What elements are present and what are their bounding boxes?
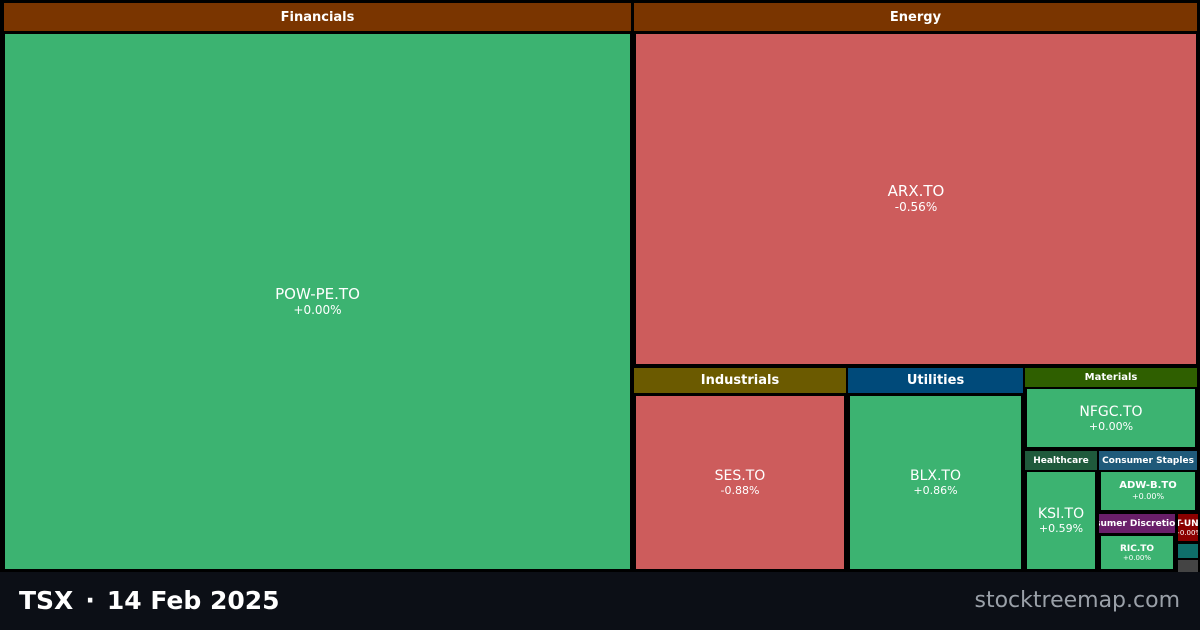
stock-tile-nfgc-to[interactable]: NFGC.TO +0.00% [1027, 389, 1195, 447]
stock-change: +0.86% [913, 484, 958, 497]
stock-symbol: BLX.TO [909, 468, 962, 484]
stock-tile-blx-to[interactable]: BLX.TO +0.86% [850, 396, 1021, 569]
date-label: 14 Feb 2025 [106, 586, 280, 615]
stock-tile-pow-pe-to[interactable]: POW-PE.TO +0.00% [5, 34, 630, 569]
stock-symbol: KSI.TO [1037, 506, 1085, 522]
sector-header-utilities: Utilities [848, 368, 1023, 393]
stock-symbol: NFGC.TO [1079, 403, 1143, 420]
sector-header-materials: Materials [1025, 368, 1197, 387]
stock-symbol: POW-PE.TO [275, 284, 360, 303]
separator-dot: · [85, 586, 95, 615]
stock-change: +0.00% [1088, 419, 1134, 433]
stock-change: +0.00% [1131, 492, 1165, 501]
stock-change: +0.00% [1122, 553, 1152, 562]
stock-tile-ses-to[interactable]: SES.TO -0.88% [636, 396, 844, 569]
stock-change: -0.88% [720, 484, 760, 497]
stock-change: +0.59% [1038, 522, 1084, 535]
stock-change: -0.56% [894, 200, 938, 214]
stock-tile-hot-un-to[interactable]: HOT-UN.TO+0.00% [1178, 514, 1198, 541]
sector-header-financials: Financials [4, 3, 631, 31]
stock-symbol: RIC.TO [1119, 543, 1155, 554]
stock-symbol: HOT-UN.TO [1178, 518, 1198, 529]
stock-symbol: ADW-B.TO [1119, 480, 1177, 491]
stock-tile-arx-to[interactable]: ARX.TO -0.56% [636, 34, 1196, 364]
sector-header-healthcare: Healthcare [1025, 451, 1097, 470]
stock-tile-ksi-to[interactable]: KSI.TO +0.59% [1027, 472, 1095, 569]
treemap: Financials POW-PE.TO +0.00% Energy ARX.TO -0.… [4, 3, 1198, 573]
stock-symbol: SES.TO [714, 468, 766, 484]
stock-change: +0.00% [1178, 528, 1198, 537]
footer-title: TSX · 14 Feb 2025 [19, 586, 280, 615]
sector-header-consumer-discretionary: Consumer Discretionary [1099, 514, 1175, 533]
sector-tile-small[interactable] [1178, 544, 1198, 558]
sector-tile-small[interactable] [1178, 560, 1198, 573]
sector-header-energy: Energy [634, 3, 1197, 31]
footer: TSX · 14 Feb 2025 stocktreemap.com [0, 572, 1200, 630]
brand-label: stocktreemap.com [974, 588, 1181, 613]
sector-header-industrials: Industrials [634, 368, 846, 393]
exchange-label: TSX [19, 586, 74, 615]
stock-tile-adw-b-to[interactable]: ADW-B.TO +0.00% [1101, 472, 1195, 510]
stock-tile-ric-to[interactable]: RIC.TO +0.00% [1101, 536, 1173, 569]
sector-header-consumer-staples: Consumer Staples [1099, 451, 1197, 470]
stock-change: +0.00% [293, 302, 342, 317]
stock-symbol: ARX.TO [887, 182, 945, 200]
